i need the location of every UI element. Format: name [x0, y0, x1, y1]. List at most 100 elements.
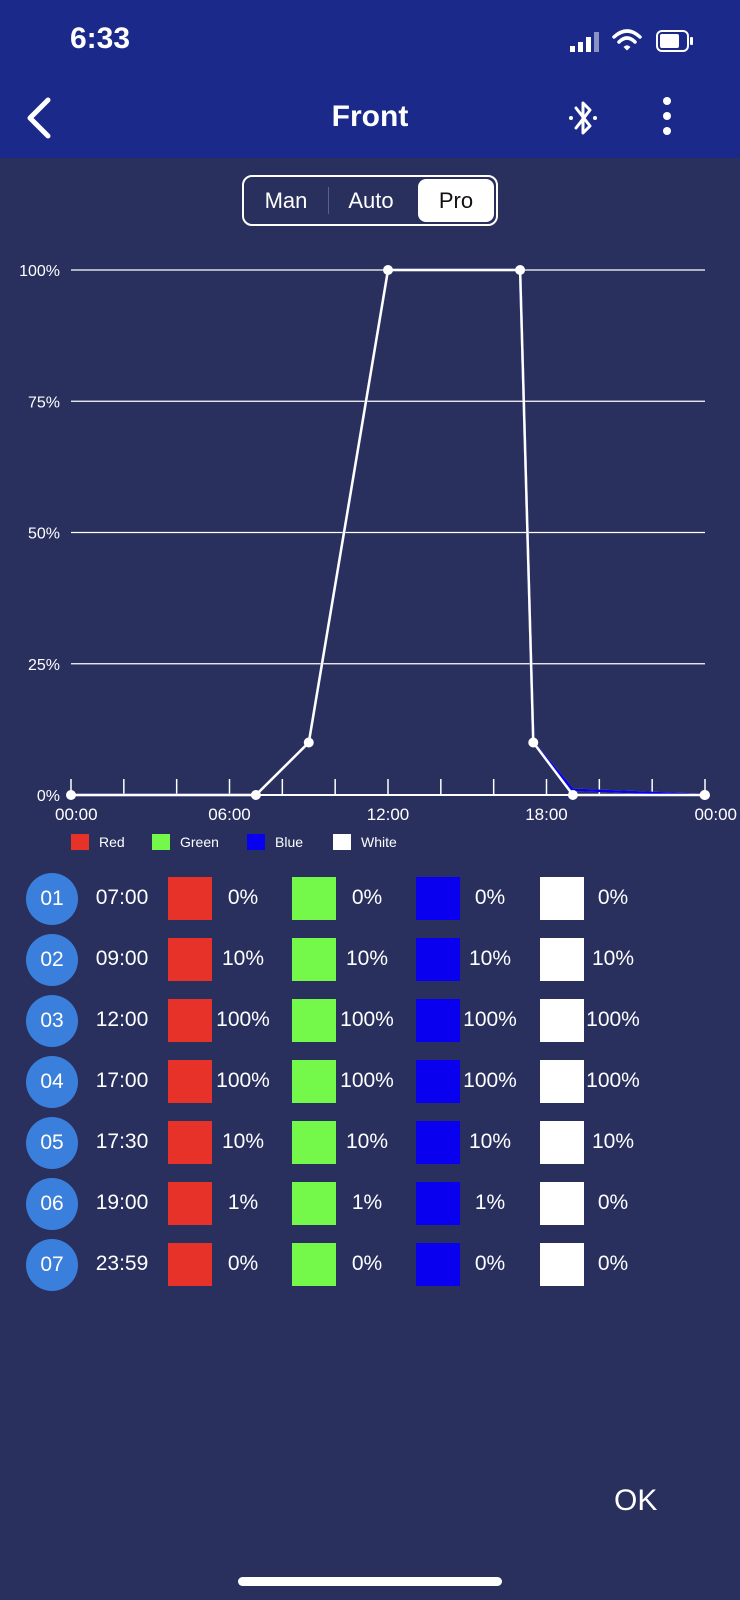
red-swatch[interactable]: [168, 1060, 212, 1103]
schedule-chart: 100%75%50%25%0%00:00 06:00 12:00 18:00 00:00: [19, 263, 737, 824]
red-swatch[interactable]: [168, 1182, 212, 1225]
y-tick-label: 100%: [19, 263, 60, 280]
green-swatch[interactable]: [292, 1182, 336, 1225]
white-swatch[interactable]: [540, 999, 584, 1042]
mode-segmented-control: Man Auto Pro: [242, 175, 498, 226]
schedule-row[interactable]: 01 07:00 0% 0% 0% 0%: [0, 869, 740, 927]
row-time[interactable]: 07:00: [95, 886, 149, 909]
data-point: [383, 265, 393, 275]
ok-button[interactable]: OK: [614, 1484, 658, 1517]
green-percent: 0%: [351, 886, 383, 909]
white-swatch[interactable]: [540, 1182, 584, 1225]
blue-swatch[interactable]: [416, 1121, 460, 1164]
data-point: [528, 737, 539, 748]
schedule-row[interactable]: 03 12:00 100% 100% 100% 100%: [0, 991, 740, 1049]
red-swatch[interactable]: [168, 999, 212, 1042]
schedule-row[interactable]: 05 17:30 10% 10% 10% 10%: [0, 1113, 740, 1171]
red-swatch[interactable]: [168, 877, 212, 920]
row-number-badge[interactable]: 05: [26, 1117, 78, 1169]
schedule-row[interactable]: 06 19:00 1% 1% 1% 0%: [0, 1174, 740, 1232]
blue-percent: 10%: [468, 1130, 512, 1153]
green-swatch[interactable]: [292, 1121, 336, 1164]
white-percent: 10%: [591, 1130, 635, 1153]
row-time[interactable]: 19:00: [95, 1191, 149, 1214]
legend-label: Blue: [275, 834, 304, 850]
white-percent: 10%: [591, 947, 635, 970]
row-time[interactable]: 12:00: [95, 1008, 149, 1031]
row-time[interactable]: 09:00: [95, 947, 149, 970]
white-percent: 0%: [597, 1191, 629, 1214]
blue-percent: 0%: [474, 886, 506, 909]
legend-label: Green: [180, 834, 219, 850]
red-percent: 0%: [227, 886, 259, 909]
schedule-row[interactable]: 02 09:00 10% 10% 10% 10%: [0, 930, 740, 988]
blue-swatch[interactable]: [416, 1182, 460, 1225]
schedule-row[interactable]: 07 23:59 0% 0% 0% 0%: [0, 1235, 740, 1293]
row-number-badge[interactable]: 02: [26, 934, 78, 986]
red-percent: 0%: [227, 1252, 259, 1275]
app-header: 6:33 Front: [0, 0, 740, 158]
white-percent: 100%: [586, 1008, 640, 1031]
home-indicator: [238, 1577, 502, 1586]
more-options-icon[interactable]: [655, 96, 679, 140]
row-number-badge[interactable]: 06: [26, 1178, 78, 1230]
white-swatch[interactable]: [540, 938, 584, 981]
schedule-row[interactable]: 04 17:00 100% 100% 100% 100%: [0, 1052, 740, 1110]
green-swatch[interactable]: [292, 938, 336, 981]
blue-swatch[interactable]: [416, 1060, 460, 1103]
bluetooth-icon[interactable]: [566, 96, 600, 140]
row-number-badge[interactable]: 01: [26, 873, 78, 925]
row-number-badge[interactable]: 03: [26, 995, 78, 1047]
blue-percent: 10%: [468, 947, 512, 970]
green-swatch[interactable]: [292, 877, 336, 920]
segment-divider: [328, 187, 329, 214]
white-swatch[interactable]: [540, 877, 584, 920]
back-chevron-icon[interactable]: [18, 96, 58, 140]
blue-percent: 1%: [474, 1191, 506, 1214]
row-number-badge[interactable]: 04: [26, 1056, 78, 1108]
row-number-badge[interactable]: 07: [26, 1239, 78, 1291]
red-swatch[interactable]: [168, 938, 212, 981]
tab-pro[interactable]: Pro: [418, 179, 494, 222]
white-percent: 100%: [586, 1069, 640, 1092]
legend-label: White: [361, 834, 397, 850]
blue-percent: 100%: [463, 1008, 517, 1031]
red-percent: 100%: [216, 1008, 270, 1031]
red-percent: 10%: [221, 947, 265, 970]
white-swatch[interactable]: [540, 1243, 584, 1286]
tab-auto[interactable]: Auto: [348, 188, 394, 213]
white-swatch[interactable]: [540, 1060, 584, 1103]
row-time[interactable]: 17:30: [95, 1130, 149, 1153]
blue-swatch[interactable]: [416, 877, 460, 920]
white-swatch[interactable]: [540, 1121, 584, 1164]
legend-swatch: [247, 834, 265, 850]
legend-swatch: [71, 834, 89, 850]
red-percent: 100%: [216, 1069, 270, 1092]
y-tick-label: 0%: [37, 788, 60, 805]
row-time[interactable]: 23:59: [95, 1252, 149, 1275]
data-point: [515, 265, 526, 275]
tab-man[interactable]: Man: [264, 188, 308, 213]
legend-item-green: Green: [152, 832, 219, 852]
white-percent: 0%: [597, 886, 629, 909]
green-percent: 10%: [345, 1130, 389, 1153]
data-point: [66, 790, 76, 800]
green-swatch[interactable]: [292, 1060, 336, 1103]
blue-swatch[interactable]: [416, 1243, 460, 1286]
green-swatch[interactable]: [292, 999, 336, 1042]
green-swatch[interactable]: [292, 1243, 336, 1286]
status-time: 6:33: [70, 22, 131, 55]
legend-item-red: Red: [71, 832, 125, 852]
row-time[interactable]: 17:00: [95, 1069, 149, 1092]
data-point: [250, 790, 261, 800]
legend-label: Red: [99, 834, 125, 850]
legend-item-blue: Blue: [247, 832, 303, 852]
y-tick-label: 25%: [28, 657, 60, 674]
blue-swatch[interactable]: [416, 999, 460, 1042]
blue-percent: 100%: [463, 1069, 517, 1092]
data-point: [700, 790, 710, 800]
blue-swatch[interactable]: [416, 938, 460, 981]
red-swatch[interactable]: [168, 1243, 212, 1286]
red-swatch[interactable]: [168, 1121, 212, 1164]
legend-swatch: [152, 834, 170, 850]
